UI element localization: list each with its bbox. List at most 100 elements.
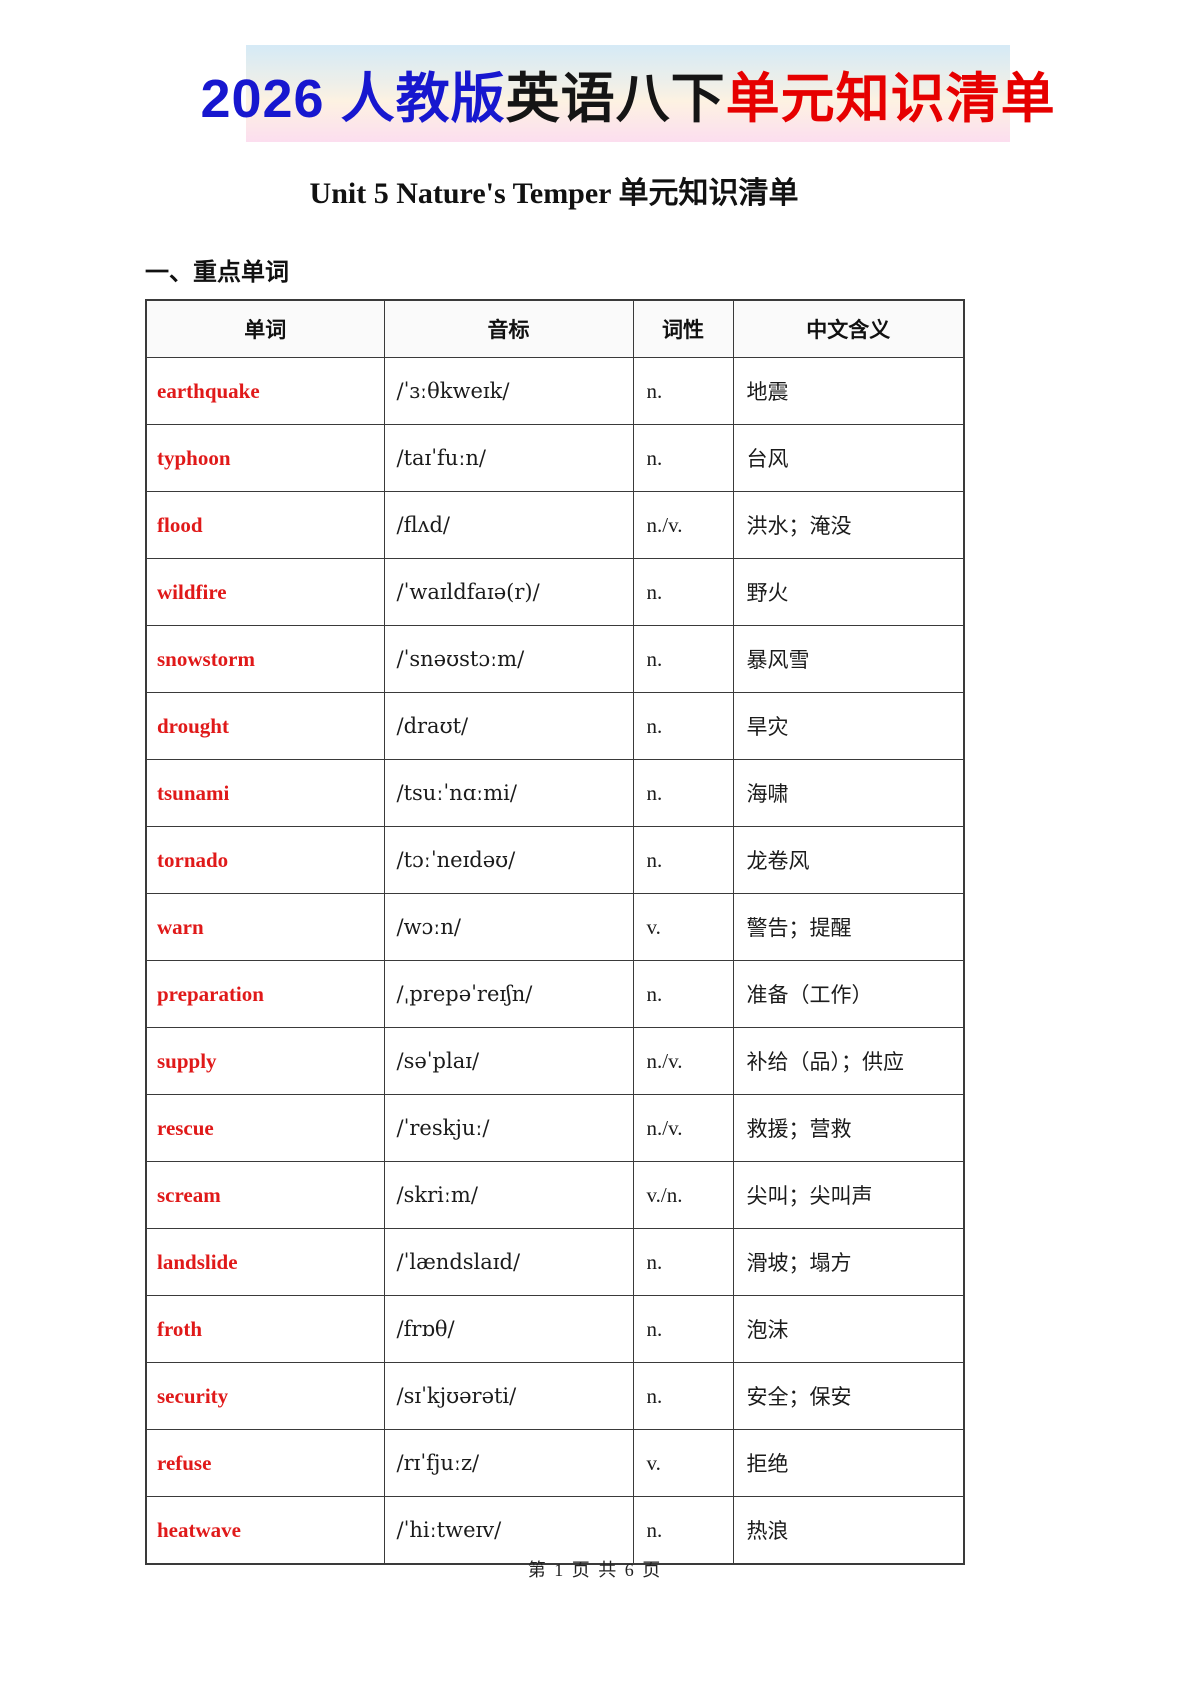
word-cell: refuse xyxy=(145,1429,385,1497)
phonetic-cell: /frɒθ/ xyxy=(383,1295,634,1363)
meaning-cell: 海啸 xyxy=(732,759,965,827)
phonetic-cell: /sɪˈkjʊərəti/ xyxy=(383,1362,634,1430)
meaning-cell: 龙卷风 xyxy=(732,826,965,894)
phonetic-cell: /səˈplaɪ/ xyxy=(383,1027,634,1095)
word-cell: landslide xyxy=(145,1228,385,1296)
phonetic-cell: /ˈlændslaɪd/ xyxy=(383,1228,634,1296)
banner-year-edition-text: 2026 人教版 xyxy=(200,69,506,129)
word-cell: flood xyxy=(145,491,385,559)
phonetic-cell: /tɔːˈneɪdəʊ/ xyxy=(383,826,634,894)
table-row: refuse/rɪˈfjuːz/v. 拒绝 xyxy=(145,1429,965,1497)
table-row: scream/skriːm/v./n. 尖叫；尖叫声 xyxy=(145,1161,965,1229)
phonetic-cell: /draʊt/ xyxy=(383,692,634,760)
phonetic-cell: /wɔːn/ xyxy=(383,893,634,961)
table-row: landslide/ˈlændslaɪd/n. 滑坡；塌方 xyxy=(145,1228,965,1296)
meaning-cell: 救援；营救 xyxy=(732,1094,965,1162)
meaning-cell: 野火 xyxy=(732,558,965,626)
phonetic-cell: /ˈreskjuː/ xyxy=(383,1094,634,1162)
word-cell: scream xyxy=(145,1161,385,1229)
phonetic-cell: /ˈɜːθkweɪk/ xyxy=(383,357,634,425)
phonetic-cell: /ˈsnəʊstɔːm/ xyxy=(383,625,634,693)
meaning-cell: 准备（工作） xyxy=(732,960,965,1028)
phonetic-cell: /taɪˈfuːn/ xyxy=(383,424,634,492)
pos-cell: n. xyxy=(632,1496,734,1565)
meaning-cell: 警告；提醒 xyxy=(732,893,965,961)
pos-cell: n. xyxy=(632,558,734,626)
table-row: flood/flʌd/n./v. 洪水；淹没 xyxy=(145,491,965,559)
phonetic-cell: /skriːm/ xyxy=(383,1161,634,1229)
pos-cell: n./v. xyxy=(632,1094,734,1162)
word-cell: snowstorm xyxy=(145,625,385,693)
word-cell: wildfire xyxy=(145,558,385,626)
vocab-table: 单词 音标 词性 中文含义 earthquake/ˈɜːθkweɪk/n. 地震 typh… xyxy=(145,299,965,1565)
phonetic-cell: /ˈwaɪldfaɪə(r)/ xyxy=(383,558,634,626)
pos-cell: n. xyxy=(632,1295,734,1363)
meaning-cell: 旱灾 xyxy=(732,692,965,760)
page-number-text: 第 1 页 共 6 页 xyxy=(527,1560,663,1580)
table-row: heatwave/ˈhiːtweɪv/n. 热浪 xyxy=(145,1496,965,1565)
table-row: rescue/ˈreskjuː/n./v. 救援；营救 xyxy=(145,1094,965,1162)
meaning-cell: 安全；保安 xyxy=(732,1362,965,1430)
table-row: tsunami/tsuːˈnɑːmi/n. 海啸 xyxy=(145,759,965,827)
pos-cell: n. xyxy=(632,826,734,894)
word-cell: security xyxy=(145,1362,385,1430)
banner-subject-text: 英语八下 xyxy=(505,69,726,129)
column-header: 词性 xyxy=(632,299,734,358)
phonetic-cell: /ˈhiːtweɪv/ xyxy=(383,1496,634,1565)
table-row: typhoon/taɪˈfuːn/n. 台风 xyxy=(145,424,965,492)
meaning-cell: 台风 xyxy=(732,424,965,492)
table-row: tornado/tɔːˈneɪdəʊ/n. 龙卷风 xyxy=(145,826,965,894)
word-cell: warn xyxy=(145,893,385,961)
table-body: earthquake/ˈɜːθkweɪk/n. 地震 typhoon/taɪˈfuː… xyxy=(145,357,965,1565)
meaning-cell: 暴风雪 xyxy=(732,625,965,693)
word-cell: froth xyxy=(145,1295,385,1363)
table-row: froth/frɒθ/n. 泡沫 xyxy=(145,1295,965,1363)
column-header: 音标 xyxy=(383,299,634,358)
section-heading: 一、重点单词 xyxy=(145,259,289,286)
pos-cell: n. xyxy=(632,357,734,425)
meaning-cell: 补给（品）；供应 xyxy=(732,1027,965,1095)
table-row: wildfire/ˈwaɪldfaɪə(r)/n. 野火 xyxy=(145,558,965,626)
word-cell: typhoon xyxy=(145,424,385,492)
pos-cell: n. xyxy=(632,1362,734,1430)
table-row: supply/səˈplaɪ/n./v. 补给（品）；供应 xyxy=(145,1027,965,1095)
pos-cell: v. xyxy=(632,1429,734,1497)
page-footer: 第 1 页 共 6 页 xyxy=(0,1556,1190,1582)
meaning-cell: 泡沫 xyxy=(732,1295,965,1363)
meaning-cell: 洪水；淹没 xyxy=(732,491,965,559)
meaning-cell: 尖叫；尖叫声 xyxy=(732,1161,965,1229)
banner-highlight-text: 单元知识清单 xyxy=(725,69,1056,129)
phonetic-cell: /rɪˈfjuːz/ xyxy=(383,1429,634,1497)
word-cell: tornado xyxy=(145,826,385,894)
table-row: warn/wɔːn/v. 警告；提醒 xyxy=(145,893,965,961)
meaning-cell: 热浪 xyxy=(732,1496,965,1565)
content-area: Unit 5 Nature's Temper 单元知识清单 一、重点单词 单词音… xyxy=(145,142,965,1565)
word-cell: preparation xyxy=(145,960,385,1028)
meaning-cell: 拒绝 xyxy=(732,1429,965,1497)
table-row: preparation/ˌprepəˈreɪʃn/n. 准备（工作） xyxy=(145,960,965,1028)
pos-cell: n. xyxy=(632,1228,734,1296)
word-cell: tsunami xyxy=(145,759,385,827)
pos-cell: n. xyxy=(632,625,734,693)
table-row: snowstorm/ˈsnəʊstɔːm/n. 暴风雪 xyxy=(145,625,965,693)
column-header: 单词 xyxy=(145,299,385,358)
pos-cell: v./n. xyxy=(632,1161,734,1229)
word-cell: drought xyxy=(145,692,385,760)
pos-cell: v. xyxy=(632,893,734,961)
word-cell: rescue xyxy=(145,1094,385,1162)
pos-cell: n. xyxy=(632,960,734,1028)
pos-cell: n. xyxy=(632,759,734,827)
table-row: security/sɪˈkjʊərəti/n. 安全；保安 xyxy=(145,1362,965,1430)
meaning-cell: 滑坡；塌方 xyxy=(732,1228,965,1296)
phonetic-cell: /flʌd/ xyxy=(383,491,634,559)
phonetic-cell: /tsuːˈnɑːmi/ xyxy=(383,759,634,827)
header-banner: 2026 人教版 英语八下 单元知识清单 xyxy=(200,45,1055,142)
word-cell: supply xyxy=(145,1027,385,1095)
pos-cell: n./v. xyxy=(632,491,734,559)
word-cell: heatwave xyxy=(145,1496,385,1565)
meaning-cell: 地震 xyxy=(732,357,965,425)
phonetic-cell: /ˌprepəˈreɪʃn/ xyxy=(383,960,634,1028)
page-title: Unit 5 Nature's Temper 单元知识清单 xyxy=(309,177,799,210)
word-cell: earthquake xyxy=(145,357,385,425)
